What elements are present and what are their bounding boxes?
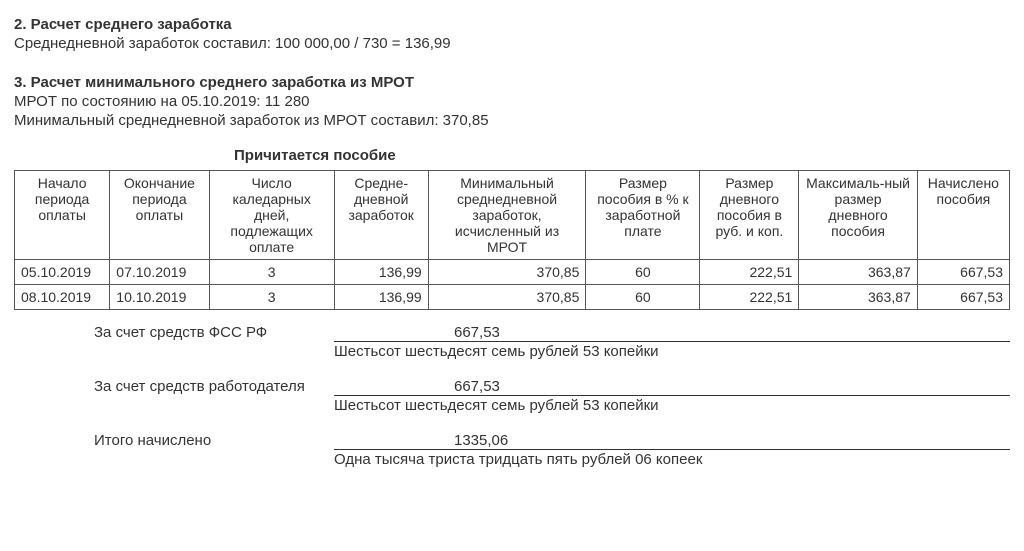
summary-total-amount: 1335,06 [334,432,1010,449]
cell-avg: 136,99 [334,260,428,285]
cell-pct: 60 [586,285,700,310]
cell-start: 05.10.2019 [15,260,110,285]
section2-line: Среднедневной заработок составил: 100 00… [14,35,1010,52]
section3-title: 3. Расчет минимального среднего заработк… [14,74,1010,91]
cell-maxdaily: 363,87 [799,260,918,285]
cell-days: 3 [209,285,334,310]
table-row: 05.10.2019 07.10.2019 3 136,99 370,85 60… [15,260,1010,285]
col-pct: Размер пособия в % к заработной плате [586,171,700,260]
cell-avg: 136,99 [334,285,428,310]
col-accrued: Начислено пособия [917,171,1009,260]
cell-pct: 60 [586,260,700,285]
col-maxdaily: Максималь-ный размер дневного пособия [799,171,918,260]
cell-daily: 222,51 [700,285,799,310]
summary-total-words: Одна тысяча триста тридцать пять рублей … [334,449,1010,468]
summary-employer-amount: 667,53 [334,378,1010,395]
cell-end: 07.10.2019 [110,260,209,285]
summary-employer-words: Шестьсот шестьдесят семь рублей 53 копей… [334,395,1010,414]
summary-fss-amount: 667,53 [334,324,1010,341]
col-daily: Размер дневного пособия в руб. и коп. [700,171,799,260]
cell-end: 10.10.2019 [110,285,209,310]
summary-block: За счет средств ФСС РФ 667,53 Шестьсот ш… [14,324,1010,484]
table-row: 08.10.2019 10.10.2019 3 136,99 370,85 60… [15,285,1010,310]
col-end: Окончание периода оплаты [110,171,209,260]
cell-days: 3 [209,260,334,285]
benefit-table-title: Причитается пособие [234,147,1010,164]
summary-fss-label: За счет средств ФСС РФ [14,324,334,376]
section3-line2: Минимальный среднедневной заработок из М… [14,112,1010,129]
cell-accrued: 667,53 [917,260,1009,285]
col-days: Число каледарных дней, подлежащих оплате [209,171,334,260]
table-header-row: Начало периода оплаты Окончание периода … [15,171,1010,260]
col-mrotmin: Минимальный среднедневной заработок, исч… [428,171,586,260]
section2-title: 2. Расчет среднего заработка [14,16,1010,33]
benefit-table: Начало периода оплаты Окончание периода … [14,170,1010,310]
cell-maxdaily: 363,87 [799,285,918,310]
cell-mrotmin: 370,85 [428,260,586,285]
col-start: Начало периода оплаты [15,171,110,260]
section3-line1: МРОТ по состоянию на 05.10.2019: 11 280 [14,93,1010,110]
cell-start: 08.10.2019 [15,285,110,310]
cell-accrued: 667,53 [917,285,1009,310]
cell-mrotmin: 370,85 [428,285,586,310]
col-avg: Средне-дневной заработок [334,171,428,260]
summary-employer-label: За счет средств работодателя [14,378,334,430]
summary-total-label: Итого начислено [14,432,334,484]
cell-daily: 222,51 [700,260,799,285]
summary-fss-words: Шестьсот шестьдесят семь рублей 53 копей… [334,341,1010,360]
